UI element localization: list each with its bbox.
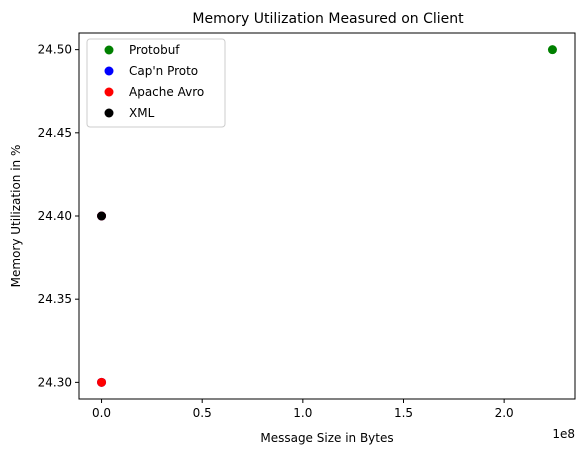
legend-entries: Protobuf Cap'n Proto Apache Avro XML — [104, 43, 204, 120]
y-tick-label: 24.40 — [38, 209, 72, 223]
legend-label-cap-n-proto: Cap'n Proto — [129, 64, 198, 78]
x-tick-label: 0.5 — [193, 406, 212, 420]
y-tick-label: 24.30 — [38, 375, 72, 389]
x-tick-label: 1.0 — [293, 406, 312, 420]
x-axis-ticks: 0.0 0.5 1.0 1.5 2.0 — [92, 399, 514, 420]
x-axis-offset-label: 1e8 — [552, 427, 575, 441]
x-tick-label: 1.5 — [394, 406, 413, 420]
y-tick-label: 24.35 — [38, 292, 72, 306]
y-tick-label: 24.45 — [38, 126, 72, 140]
x-tick-label: 0.0 — [92, 406, 111, 420]
legend: Protobuf Cap'n Proto Apache Avro XML — [86, 38, 226, 128]
legend-marker-xml — [104, 108, 114, 118]
y-axis-ticks: 24.30 24.35 24.40 24.45 24.50 — [38, 43, 79, 389]
points-layer — [97, 45, 557, 387]
legend-marker-cap-n-proto — [104, 66, 114, 76]
point-protobuf — [547, 45, 557, 55]
chart-title: Memory Utilization Measured on Client — [192, 11, 464, 27]
legend-marker-protobuf — [104, 45, 114, 55]
legend-label-apache-avro: Apache Avro — [129, 85, 204, 99]
legend-label-xml: XML — [129, 106, 155, 120]
y-tick-label: 24.50 — [38, 43, 72, 57]
y-axis-label: Memory Utilization in % — [9, 145, 23, 288]
legend-marker-apache-avro — [104, 87, 114, 97]
point-xml — [97, 211, 107, 221]
legend-box — [86, 38, 226, 128]
point-apache-avro — [97, 377, 107, 387]
x-tick-label: 2.0 — [495, 406, 514, 420]
x-axis-label: Message Size in Bytes — [260, 431, 393, 445]
legend-label-protobuf: Protobuf — [129, 43, 180, 57]
